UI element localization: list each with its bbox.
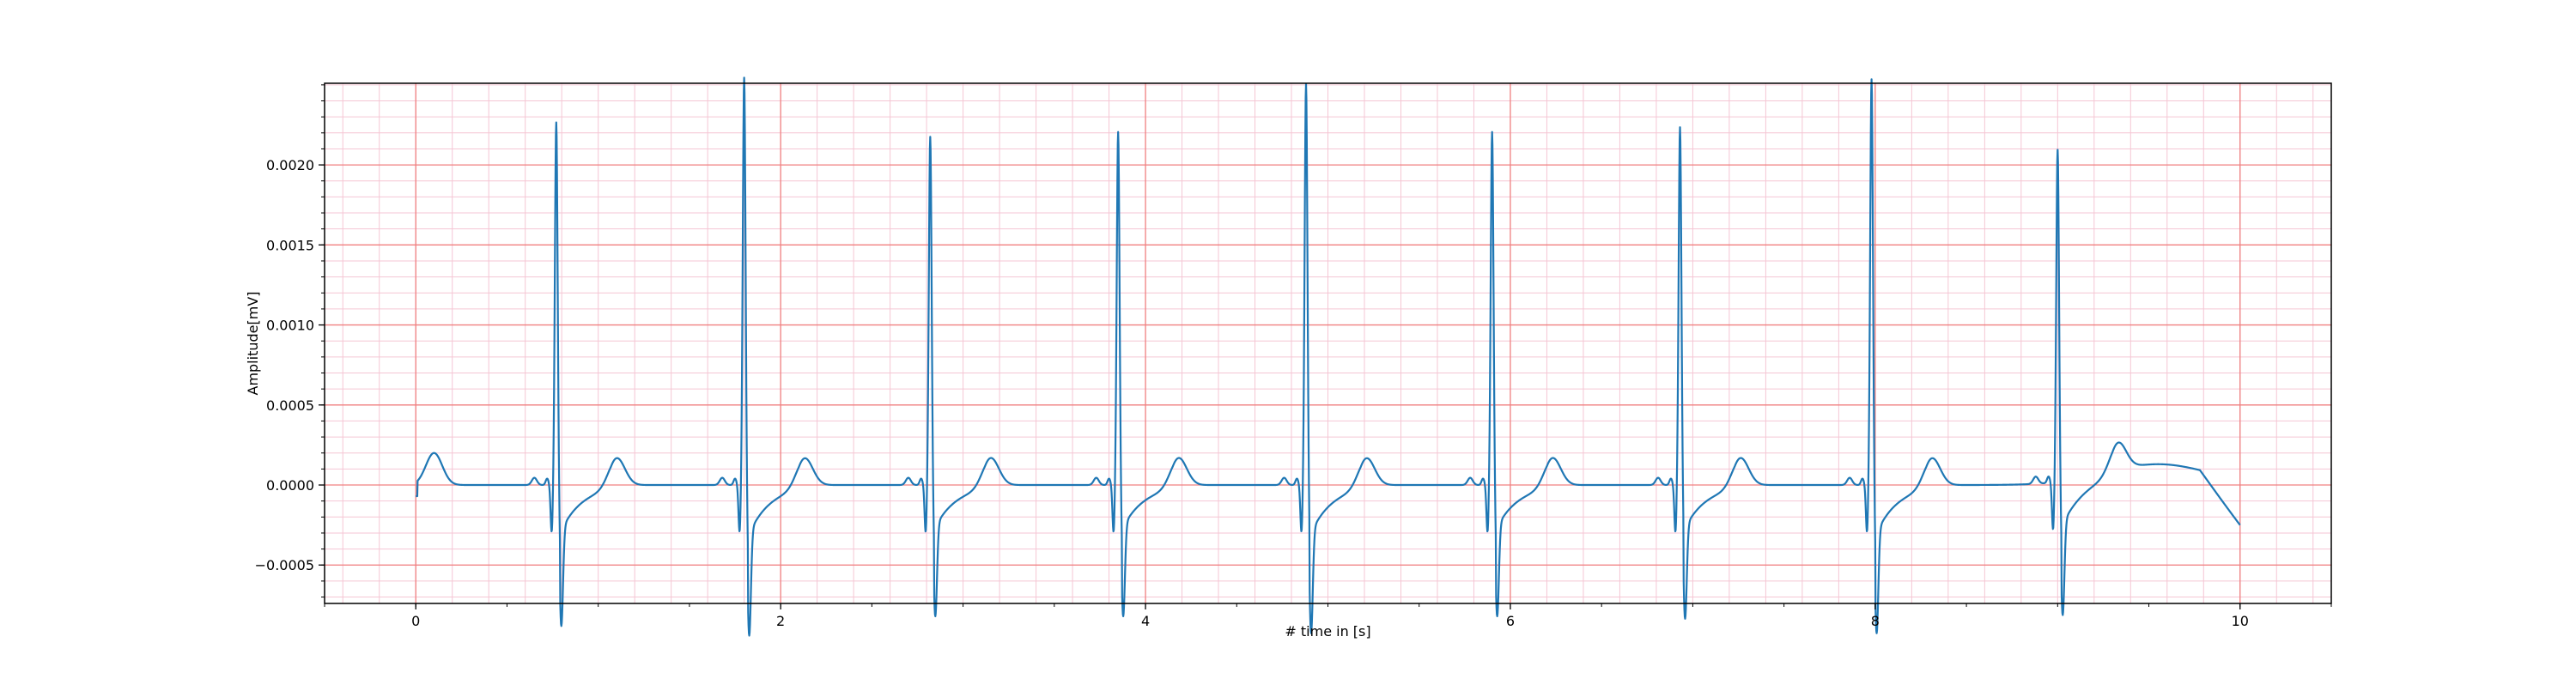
x-axis-label: # time in [s]	[1285, 623, 1370, 639]
y-tick-label: −0.0005	[255, 557, 314, 573]
ecg-series-line	[415, 76, 2241, 637]
x-tick-label: 4	[1141, 613, 1150, 629]
y-tick-label: 0.0005	[266, 397, 314, 414]
y-tick-label: 0.0010	[266, 318, 314, 334]
minor-grid	[325, 83, 2331, 603]
x-tick-label: 2	[776, 613, 785, 629]
y-tick-label: 0.0000	[266, 477, 314, 494]
x-axis-ticks: 0 2 4 6 8 10	[324, 603, 2332, 629]
y-axis-label: Amplitude[mV]	[245, 291, 261, 395]
y-axis-ticks: −0.0005 0.0000 0.0005 0.0010 0.0015 0.0020	[255, 84, 325, 598]
x-tick-label: 10	[2232, 613, 2249, 629]
y-tick-label: 0.0015	[266, 237, 314, 253]
series-layer	[415, 76, 2241, 637]
x-tick-label: 6	[1506, 613, 1515, 629]
x-tick-label: 0	[411, 613, 420, 629]
major-grid	[325, 83, 2331, 603]
y-tick-label: 0.0020	[266, 157, 314, 173]
x-tick-label: 8	[1871, 613, 1880, 629]
